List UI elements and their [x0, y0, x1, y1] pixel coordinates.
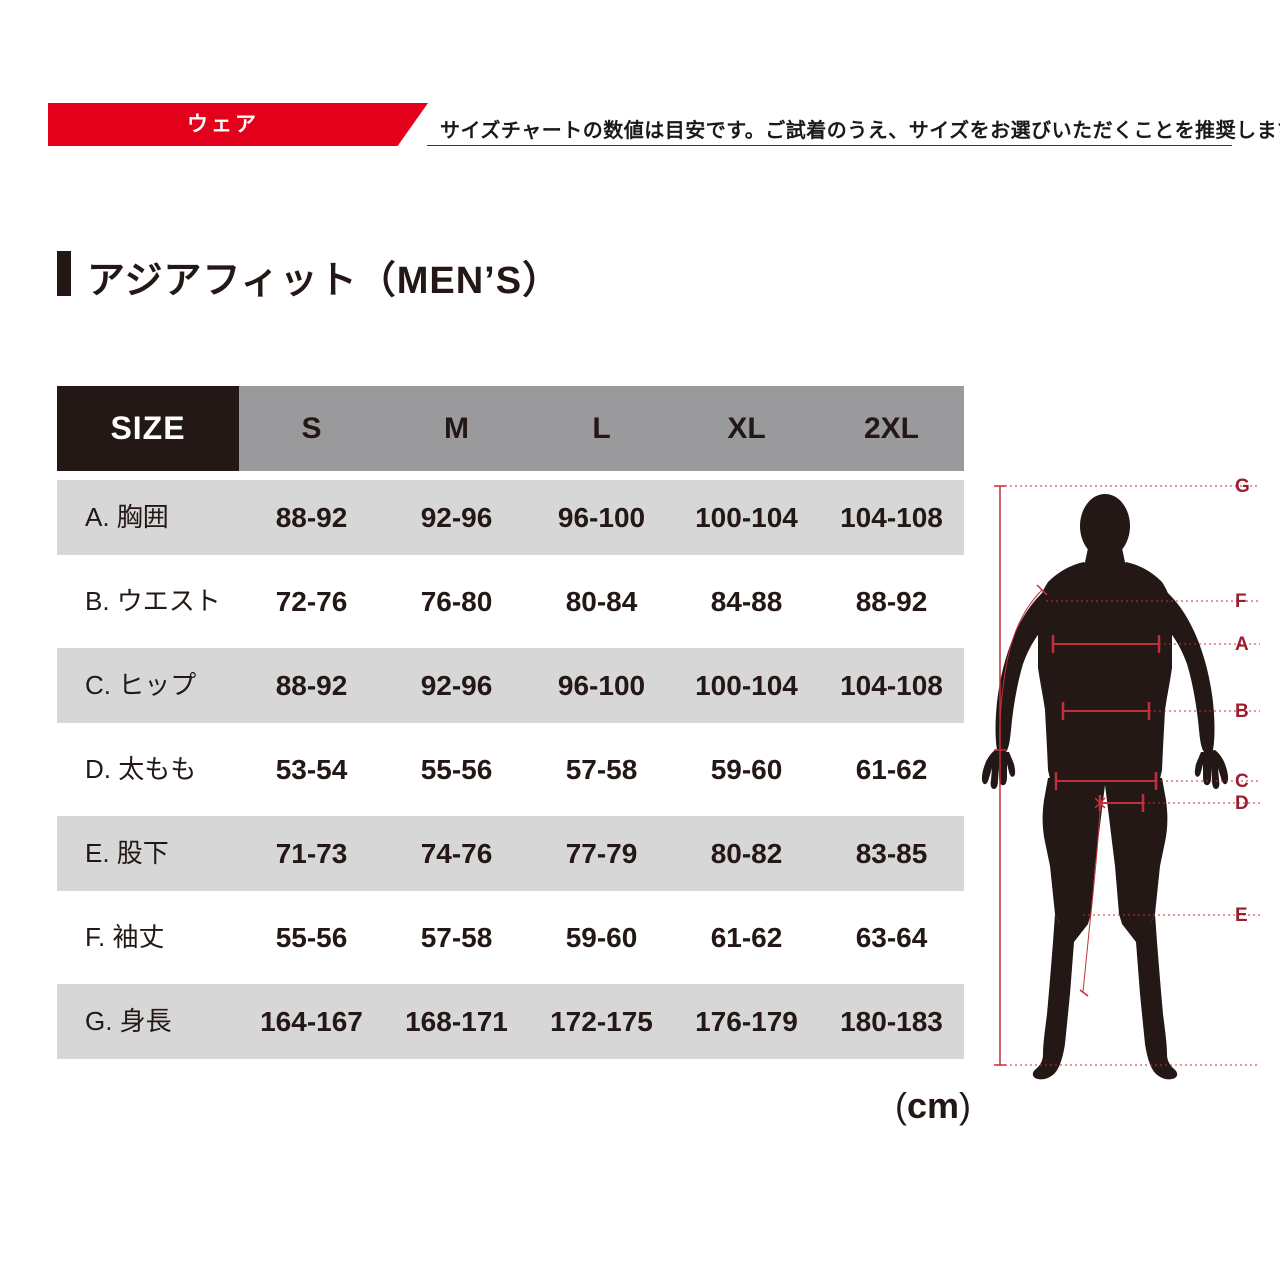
svg-text:D: D — [1235, 793, 1249, 814]
svg-text:C: C — [1235, 771, 1249, 792]
svg-text:B: B — [1235, 701, 1249, 722]
svg-text:G: G — [1235, 476, 1250, 497]
svg-text:E: E — [1235, 905, 1248, 926]
svg-text:A: A — [1235, 634, 1249, 655]
svg-text:F: F — [1235, 591, 1247, 612]
